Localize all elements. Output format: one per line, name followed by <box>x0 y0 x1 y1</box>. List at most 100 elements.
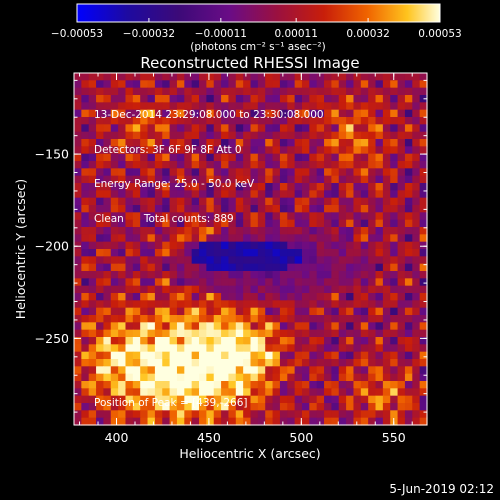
heatmap-cell <box>199 124 207 133</box>
heatmap-cell <box>360 315 369 323</box>
heatmap-cell <box>324 124 332 133</box>
heatmap-cell <box>404 395 413 404</box>
heatmap-cell <box>360 351 369 360</box>
heatmap-cell <box>294 227 303 235</box>
heatmap-cell <box>243 153 252 162</box>
heatmap-cell <box>412 322 421 331</box>
heatmap-cell <box>154 161 163 169</box>
heatmap-cell <box>250 351 259 360</box>
heatmap-cell <box>103 153 112 162</box>
heatmap-cell <box>235 337 244 345</box>
heatmap-cell <box>206 271 215 279</box>
heatmap-cell <box>118 73 127 81</box>
heatmap-cell <box>176 161 185 169</box>
heatmap-cell <box>250 293 259 301</box>
heatmap-cell <box>294 315 303 323</box>
heatmap-cell <box>96 351 105 360</box>
heatmap-cell <box>235 197 244 206</box>
heatmap-cell <box>140 351 149 360</box>
heatmap-cell <box>221 344 230 353</box>
heatmap-cell <box>375 219 384 228</box>
heatmap-cell <box>81 403 90 411</box>
heatmap-cell <box>250 234 259 243</box>
heatmap-cell <box>176 381 185 389</box>
heatmap-cell <box>353 293 362 301</box>
heatmap-cell <box>316 263 325 272</box>
heatmap-cell <box>338 168 347 177</box>
heatmap-cell <box>125 322 134 331</box>
heatmap-cell <box>184 263 193 272</box>
heatmap-cell <box>96 249 105 257</box>
heatmap-cell <box>176 73 185 81</box>
heatmap-cell <box>235 161 244 169</box>
heatmap-cell <box>140 139 149 147</box>
heatmap-cell <box>235 278 244 287</box>
heatmap-cell <box>206 190 215 199</box>
heatmap-cell <box>132 351 141 360</box>
heatmap-cell <box>324 153 332 162</box>
heatmap-cell <box>213 212 222 221</box>
heatmap-cell <box>81 241 90 250</box>
heatmap-cell <box>199 197 207 206</box>
heatmap-cell <box>176 278 185 287</box>
heatmap-cell <box>147 307 156 316</box>
heatmap-cell <box>147 403 156 411</box>
heatmap-cell <box>272 124 281 133</box>
heatmap-cell <box>162 351 171 360</box>
heatmap-cell <box>309 351 318 360</box>
heatmap-cell <box>147 219 156 228</box>
heatmap-cell <box>324 315 332 323</box>
heatmap-cell <box>206 87 215 96</box>
heatmap-cell <box>353 417 362 426</box>
heatmap-cell <box>309 344 318 353</box>
heatmap-cell <box>191 410 200 419</box>
heatmap-cell <box>176 307 185 316</box>
heatmap-cell <box>375 183 384 191</box>
heatmap-cell <box>301 205 310 213</box>
heatmap-cell <box>404 102 413 111</box>
heatmap-cell <box>125 227 134 235</box>
heatmap-cell <box>132 373 141 382</box>
heatmap-cell <box>316 359 325 367</box>
heatmap-cell <box>132 227 141 235</box>
heatmap-cell <box>140 381 149 389</box>
heatmap-cell <box>382 285 391 294</box>
heatmap-cell <box>390 175 399 184</box>
heatmap-cell <box>81 234 90 243</box>
heatmap-cell <box>382 337 391 345</box>
heatmap-cell <box>235 417 244 426</box>
heatmap-cell <box>206 417 215 426</box>
heatmap-cell <box>235 285 244 294</box>
heatmap-cell <box>324 337 332 345</box>
heatmap-cell <box>397 329 406 338</box>
heatmap-cell <box>309 381 318 389</box>
heatmap-cell <box>331 80 340 89</box>
heatmap-cell <box>221 307 230 316</box>
heatmap-cell <box>331 278 340 287</box>
heatmap-cell <box>235 381 244 389</box>
heatmap-cell <box>272 300 281 309</box>
heatmap-cell <box>213 80 222 89</box>
heatmap-cell <box>125 381 134 389</box>
heatmap-cell <box>147 190 156 199</box>
heatmap-cell <box>412 263 421 272</box>
heatmap-cell <box>412 329 421 338</box>
heatmap-cell <box>301 241 310 250</box>
heatmap-cell <box>294 249 303 257</box>
heatmap-cell <box>368 410 377 419</box>
heatmap-cell <box>169 175 178 184</box>
heatmap-cell <box>213 307 222 316</box>
heatmap-cell <box>154 212 163 221</box>
heatmap-cell <box>375 403 384 411</box>
heatmap-cell <box>412 300 421 309</box>
heatmap-cell <box>74 190 82 199</box>
heatmap-cell <box>324 359 332 367</box>
heatmap-cell <box>154 234 163 243</box>
heatmap-cell <box>199 73 207 81</box>
heatmap-cell <box>169 146 178 155</box>
heatmap-cell <box>74 344 82 353</box>
heatmap-cell <box>382 102 391 111</box>
heatmap-cell <box>176 102 185 111</box>
heatmap-cell <box>176 109 185 118</box>
heatmap-cell <box>419 410 428 419</box>
